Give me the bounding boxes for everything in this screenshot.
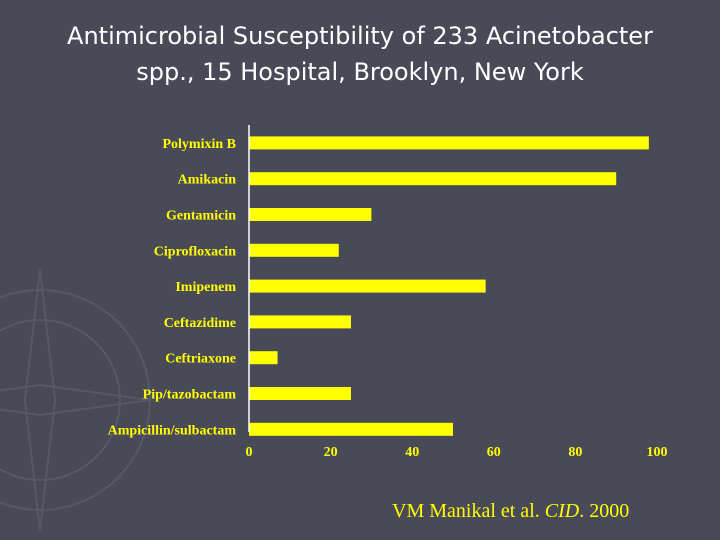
bar-ceftazidime — [249, 315, 351, 329]
citation: VM Manikal et al. CID. 2000 — [392, 500, 629, 523]
category-label: Ceftriaxone — [165, 352, 236, 367]
bar-pip-tazobactam — [249, 387, 351, 400]
slide-title: Antimicrobial Susceptibility of 233 Acin… — [0, 18, 720, 90]
bar-ciprofloxacin — [249, 243, 339, 257]
x-tick-label: 60 — [487, 445, 501, 460]
x-tick-label: 0 — [246, 445, 253, 460]
bar-polymixin-b — [249, 136, 649, 150]
category-label: Ampicillin/sulbactam — [108, 423, 237, 438]
bar-ceftriaxone — [249, 351, 278, 365]
citation-journal: CID — [544, 500, 580, 522]
bar-gentamicin — [249, 208, 372, 221]
category-label: Ceftazidime — [164, 316, 236, 331]
x-tick-label: 20 — [324, 445, 338, 460]
category-label: Ciprofloxacin — [154, 244, 236, 259]
category-label: Polymixin B — [162, 137, 236, 152]
bar-amikacin — [249, 172, 617, 186]
category-label: Gentamicin — [166, 209, 236, 224]
citation-year: . 2000 — [579, 500, 630, 522]
title-line-2: spp., 15 Hospital, Brooklyn, New York — [136, 58, 584, 86]
category-label: Pip/tazobactam — [143, 388, 237, 403]
x-tick-label: 40 — [405, 445, 419, 460]
background-compass-watermark — [0, 269, 151, 531]
x-tick-label: 100 — [647, 445, 668, 460]
bar-ampicillin-sulbactam — [249, 422, 453, 436]
category-label: Imipenem — [175, 280, 236, 295]
citation-authors: VM Manikal et al. — [392, 500, 545, 522]
category-label: Amikacin — [178, 173, 237, 188]
bar-imipenem — [249, 279, 486, 293]
x-tick-label: 80 — [568, 445, 582, 460]
title-line-1: Antimicrobial Susceptibility of 233 Acin… — [67, 22, 653, 50]
